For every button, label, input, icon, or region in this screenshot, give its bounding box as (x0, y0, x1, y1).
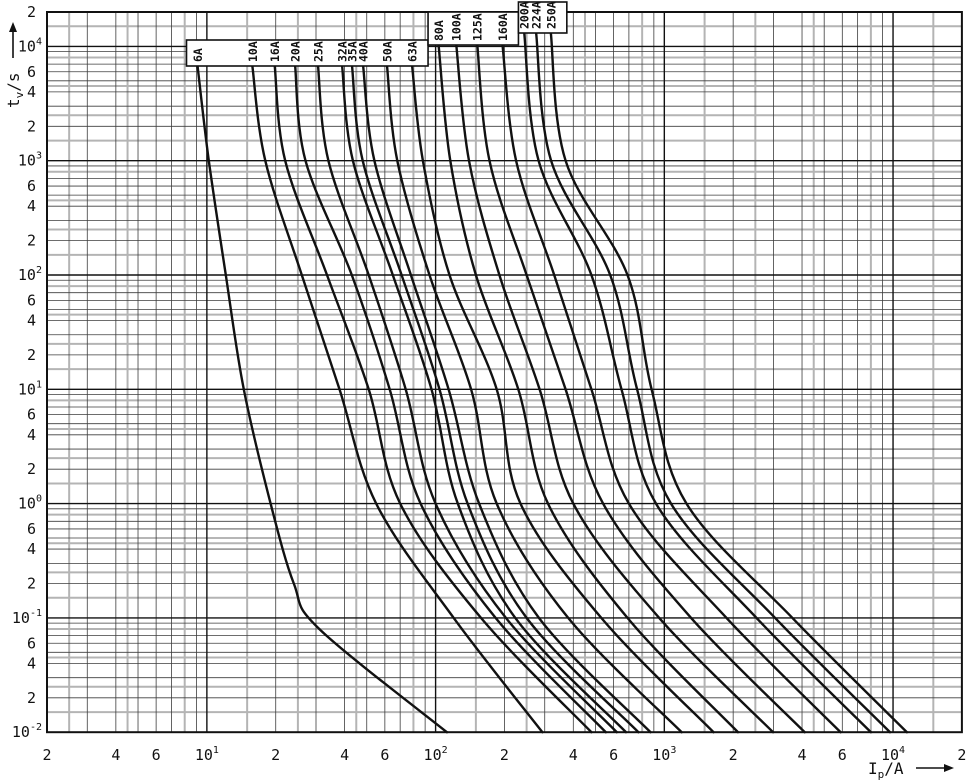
curve-label-160A: 160A (496, 13, 510, 41)
curve-label-50A: 50A (380, 41, 394, 62)
curve-6A (196, 64, 449, 734)
curve-32A (340, 64, 628, 734)
curve-label-40A: 40A (357, 41, 371, 62)
curve-label-35A: 35A (345, 41, 359, 62)
curve-40A (361, 64, 652, 734)
curve-80A (437, 42, 740, 734)
x-tick-4e0: 4 (111, 746, 120, 764)
curve-label-63A: 63A (406, 41, 420, 62)
y-tick-2e-1: 2 (27, 575, 36, 593)
curve-label-80A: 80A (432, 20, 446, 41)
rating-box-group-3 (517, 1, 568, 34)
rating-box-group-2 (427, 11, 520, 46)
curve-63A (410, 64, 715, 734)
y-tick-10e2: 102 (18, 265, 42, 284)
y-tick-2e0: 2 (27, 460, 36, 478)
curve-label-224A: 224A (530, 1, 544, 29)
x-tick-6e3: 6 (838, 746, 847, 764)
y-tick-4e-2: 4 (27, 654, 36, 672)
rating-box-group-1 (185, 39, 429, 67)
curve-200A (523, 31, 873, 734)
x-axis-arrowhead (944, 764, 954, 772)
curve-224A (534, 31, 892, 734)
x-tick-10e3: 103 (652, 745, 676, 764)
x-tick-10e2: 102 (424, 745, 448, 764)
y-tick-4e-1: 4 (27, 540, 36, 558)
y-tick-6e0: 6 (27, 406, 36, 424)
curve-label-25A: 25A (311, 41, 325, 62)
y-tick-4e0: 4 (27, 426, 36, 444)
curve-label-16A: 16A (268, 41, 282, 62)
x-tick-2e1: 2 (271, 746, 280, 764)
y-tick-4e3: 4 (27, 83, 36, 101)
curve-250A (549, 31, 909, 734)
curve-label-6A: 6A (191, 48, 205, 62)
curve-label-10A: 10A (246, 41, 260, 62)
x-tick-10e1: 101 (195, 745, 219, 764)
curve-20A (293, 64, 607, 734)
x-tick-2e4: 2 (957, 746, 966, 764)
curve-label-20A: 20A (289, 41, 303, 62)
curve-label-100A: 100A (450, 13, 464, 41)
y-tick-10e1: 101 (18, 379, 42, 398)
curve-35A (350, 64, 640, 734)
x-tick-6e2: 6 (609, 746, 618, 764)
y-tick-2e-2: 2 (27, 689, 36, 707)
x-tick-6e0: 6 (152, 746, 161, 764)
y-tick-10e-1: 10-1 (12, 608, 42, 627)
curve-50A (385, 64, 683, 734)
curve-125A (476, 42, 806, 734)
curve-25A (316, 64, 618, 734)
curve-label-200A: 200A (518, 1, 532, 29)
x-axis-title: Ip/A (868, 759, 904, 781)
x-tick-2e0: 2 (42, 746, 51, 764)
x-tick-6e1: 6 (380, 746, 389, 764)
curve-label-125A: 125A (471, 13, 485, 41)
grid-layer (46, 11, 963, 733)
curve-100A (455, 42, 775, 734)
curve-label-250A: 250A (544, 1, 558, 29)
x-tick-2e3: 2 (729, 746, 738, 764)
y-tick-4e2: 4 (27, 197, 36, 215)
y-tick-10e3: 103 (18, 151, 42, 170)
y-tick-2e4: 2 (27, 3, 36, 21)
y-tick-6e3: 6 (27, 63, 36, 81)
y-tick-2e3: 2 (27, 117, 36, 135)
y-tick-6e2: 6 (27, 177, 36, 195)
y-tick-10e-2: 10-2 (12, 722, 42, 741)
y-tick-6e-1: 6 (27, 520, 36, 538)
y-tick-6e1: 6 (27, 291, 36, 309)
curve-label-32A: 32A (336, 41, 350, 62)
curves-layer (196, 31, 909, 734)
y-tick-2e2: 2 (27, 232, 36, 250)
curve-16A (273, 64, 593, 734)
y-tick-10e0: 100 (18, 494, 42, 513)
y-tick-2e1: 2 (27, 346, 36, 364)
curve-160A (501, 42, 842, 734)
y-axis-arrowhead (9, 22, 17, 32)
y-tick-4e1: 4 (27, 312, 36, 330)
x-tick-4e2: 4 (569, 746, 578, 764)
y-axis-title: tv/s (4, 72, 26, 108)
x-tick-4e1: 4 (340, 746, 349, 764)
x-tick-4e3: 4 (797, 746, 806, 764)
axis-titles: tv/s Ip/A (4, 22, 954, 781)
x-tick-2e2: 2 (500, 746, 509, 764)
curve-10A (251, 64, 544, 734)
y-tick-6e-2: 6 (27, 634, 36, 652)
y-tick-10e4: 104 (18, 36, 42, 55)
